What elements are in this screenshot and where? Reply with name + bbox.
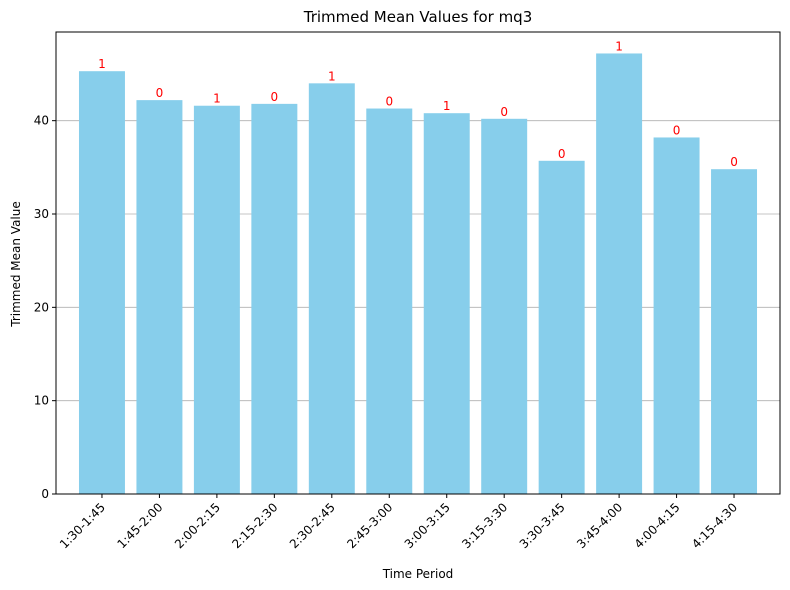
bar [423,113,470,494]
x-tick-label: 4:15-4:30 [689,500,740,551]
bar-value-label: 0 [673,123,681,137]
bar-value-label: 1 [615,39,623,53]
x-axis-label: Time Period [382,567,454,581]
y-tick-label: 20 [34,300,49,314]
bar [136,100,183,494]
x-tick-label: 2:45-3:00 [344,500,395,551]
x-tick-label: 3:30-3:45 [517,500,568,551]
bar-value-label: 1 [443,99,451,113]
bar-value-labels: 1 0 1 0 1 0 1 0 0 1 0 0 [98,39,738,169]
x-tick-label: 3:00-3:15 [402,500,453,551]
plot-frame [55,31,781,495]
x-tick-label: 1:30-1:45 [57,500,108,551]
bar [78,71,125,494]
x-axis-ticks: 1:30-1:45 1:45-2:00 2:00-2:15 2:15-2:30 2:30… [57,494,740,551]
y-axis-label: Trimmed Mean Value [9,201,23,328]
y-axis-ticks: 0 10 20 30 40 [34,114,56,501]
x-tick-label: 3:15-3:30 [459,500,510,551]
bar [711,169,758,494]
x-tick-label: 2:30-2:45 [287,500,338,551]
bar [538,160,585,495]
bar [366,108,413,495]
bar-value-label: 0 [271,90,279,104]
bars [78,53,758,495]
y-tick-label: 10 [34,394,49,408]
x-tick-label: 4:00-4:15 [632,500,683,551]
x-tick-label: 2:15-2:30 [229,500,280,551]
x-tick-label: 2:00-2:15 [172,500,223,551]
y-tick-label: 30 [34,207,49,221]
x-tick-label: 1:45-2:00 [114,500,165,551]
bar-value-label: 1 [213,92,221,106]
bar-value-label: 0 [156,86,164,100]
bar-value-label: 1 [98,57,106,71]
bar [193,105,240,494]
bar [596,53,643,494]
bar [251,103,298,494]
bar [481,118,528,495]
y-tick-label: 0 [41,487,49,501]
chart-title: Trimmed Mean Values for mq3 [303,8,533,26]
bar [653,137,700,494]
bar [308,83,355,494]
y-tick-label: 40 [34,114,49,128]
bar-value-label: 0 [558,147,566,161]
bar-value-label: 0 [500,105,508,119]
bar-value-label: 0 [385,95,393,109]
bar-value-label: 0 [730,155,738,169]
x-tick-label: 3:45-4:00 [574,500,625,551]
bar-value-label: 1 [328,69,336,83]
